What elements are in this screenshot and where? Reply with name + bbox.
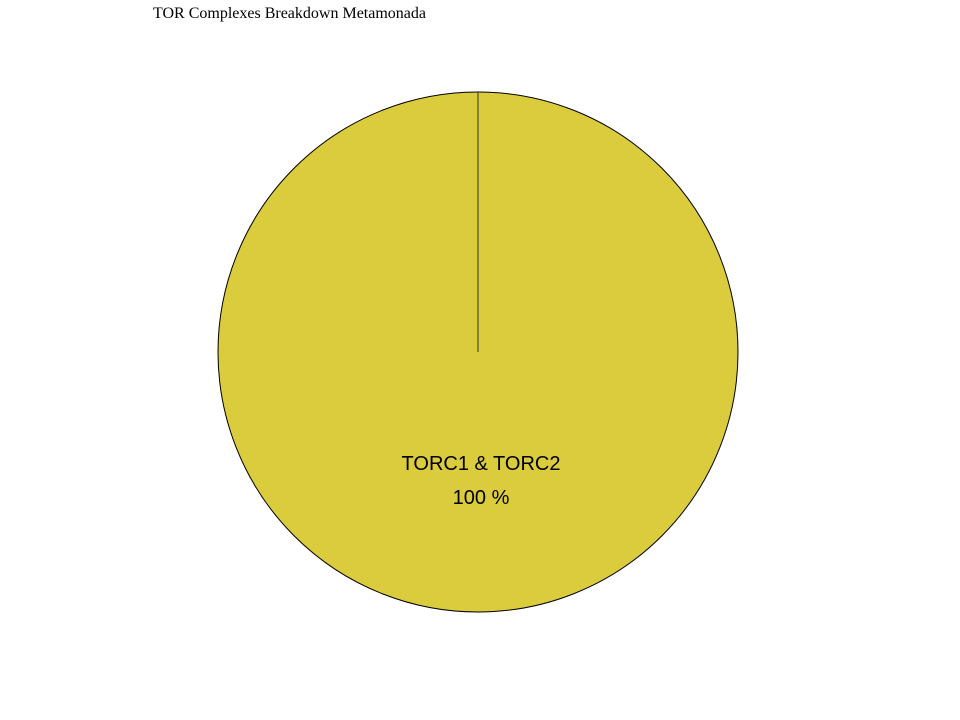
pie-slices <box>217 91 739 613</box>
pie-labels: TORC1 & TORC2 100 % <box>402 453 561 509</box>
slice-percent-label: 100 % <box>453 487 510 509</box>
slice-label: TORC1 & TORC2 <box>402 453 561 475</box>
chart-title: TOR Complexes Breakdown Metamonada <box>153 5 426 22</box>
